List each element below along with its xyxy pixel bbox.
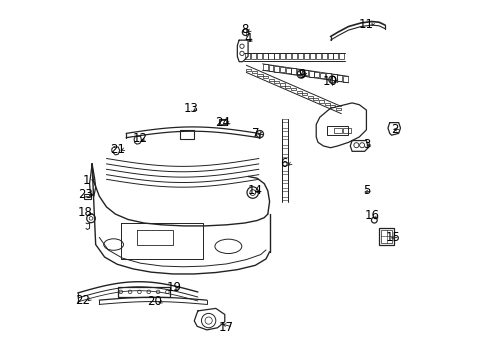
Bar: [268, 65, 273, 71]
Bar: [303, 70, 307, 76]
Bar: [285, 86, 290, 88]
Bar: [274, 53, 279, 59]
Bar: [257, 74, 262, 76]
Bar: [282, 154, 287, 157]
Bar: [219, 119, 227, 126]
Bar: [274, 66, 279, 72]
Bar: [285, 53, 291, 59]
Bar: [246, 69, 251, 71]
Text: 3: 3: [362, 138, 369, 150]
Bar: [118, 287, 170, 297]
Text: 19: 19: [167, 281, 182, 294]
Bar: [291, 68, 296, 74]
Text: 13: 13: [183, 102, 198, 115]
Text: 17: 17: [219, 320, 234, 333]
Bar: [339, 53, 344, 59]
Bar: [282, 145, 287, 148]
Bar: [326, 126, 348, 135]
Text: 11: 11: [358, 18, 373, 31]
Bar: [250, 53, 255, 59]
Bar: [324, 103, 329, 105]
Text: 7: 7: [251, 127, 259, 140]
Bar: [251, 71, 256, 73]
Bar: [282, 189, 287, 192]
Bar: [296, 91, 301, 93]
Bar: [335, 108, 340, 110]
Bar: [327, 53, 332, 59]
Bar: [329, 105, 334, 107]
Bar: [282, 162, 287, 165]
Text: 15: 15: [385, 231, 400, 244]
Bar: [262, 64, 267, 70]
Text: 18: 18: [77, 206, 92, 219]
Bar: [279, 84, 285, 86]
Text: 21: 21: [109, 143, 124, 156]
Bar: [282, 197, 287, 200]
Text: 1: 1: [83, 174, 90, 186]
Bar: [333, 128, 341, 134]
Text: 6: 6: [280, 157, 287, 170]
Text: 2: 2: [390, 123, 398, 136]
Bar: [268, 78, 273, 81]
Bar: [220, 120, 226, 125]
Bar: [333, 53, 338, 59]
Bar: [313, 98, 318, 100]
Bar: [83, 194, 91, 199]
Bar: [325, 73, 330, 79]
Bar: [314, 72, 319, 77]
Bar: [262, 53, 267, 59]
Bar: [331, 74, 336, 80]
Text: 16: 16: [364, 210, 379, 222]
Bar: [282, 180, 287, 183]
Bar: [263, 76, 267, 78]
Bar: [297, 69, 302, 75]
Bar: [309, 53, 314, 59]
Bar: [302, 93, 306, 95]
Bar: [290, 88, 295, 90]
Bar: [274, 81, 279, 83]
Text: 20: 20: [147, 296, 162, 309]
Text: 24: 24: [215, 116, 230, 129]
Bar: [268, 53, 273, 59]
Bar: [297, 53, 303, 59]
Bar: [291, 53, 297, 59]
Text: 4: 4: [244, 32, 251, 45]
Bar: [337, 75, 342, 81]
Bar: [315, 53, 320, 59]
Bar: [308, 71, 313, 77]
Text: 9: 9: [298, 68, 305, 81]
Bar: [244, 53, 249, 59]
Text: 12: 12: [133, 132, 148, 145]
Bar: [320, 72, 325, 78]
Bar: [285, 68, 290, 73]
Bar: [307, 95, 312, 98]
Bar: [282, 136, 287, 139]
Bar: [282, 128, 287, 131]
Text: 23: 23: [79, 188, 93, 201]
Text: 14: 14: [247, 184, 262, 197]
Text: 8: 8: [240, 23, 248, 36]
Text: 22: 22: [75, 294, 90, 307]
Bar: [280, 67, 285, 72]
Bar: [318, 100, 324, 103]
Bar: [343, 128, 351, 134]
Bar: [180, 130, 194, 139]
Text: 5: 5: [362, 184, 369, 197]
Bar: [343, 76, 347, 82]
Bar: [380, 230, 391, 243]
Text: 10: 10: [323, 75, 337, 88]
Bar: [282, 171, 287, 174]
Bar: [304, 53, 308, 59]
Bar: [321, 53, 326, 59]
Bar: [256, 53, 261, 59]
Bar: [378, 228, 393, 244]
Bar: [282, 119, 287, 122]
Bar: [280, 53, 285, 59]
